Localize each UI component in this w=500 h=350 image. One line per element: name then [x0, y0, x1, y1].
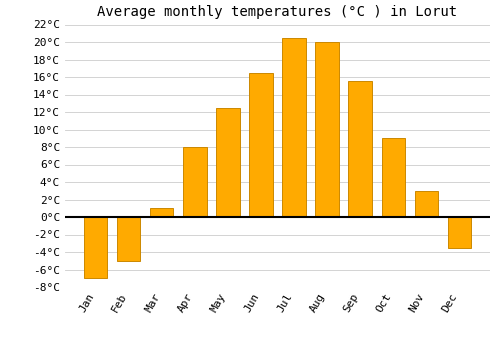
- Bar: [348, 82, 372, 217]
- Bar: [250, 73, 272, 217]
- Bar: [84, 217, 108, 278]
- Bar: [184, 147, 206, 217]
- Title: Average monthly temperatures (°C ) in Lorut: Average monthly temperatures (°C ) in Lo…: [98, 5, 458, 19]
- Bar: [448, 217, 470, 248]
- Bar: [316, 42, 338, 217]
- Bar: [414, 191, 438, 217]
- Bar: [150, 208, 174, 217]
- Bar: [382, 138, 404, 217]
- Bar: [282, 38, 306, 217]
- Bar: [118, 217, 141, 261]
- Bar: [216, 108, 240, 217]
